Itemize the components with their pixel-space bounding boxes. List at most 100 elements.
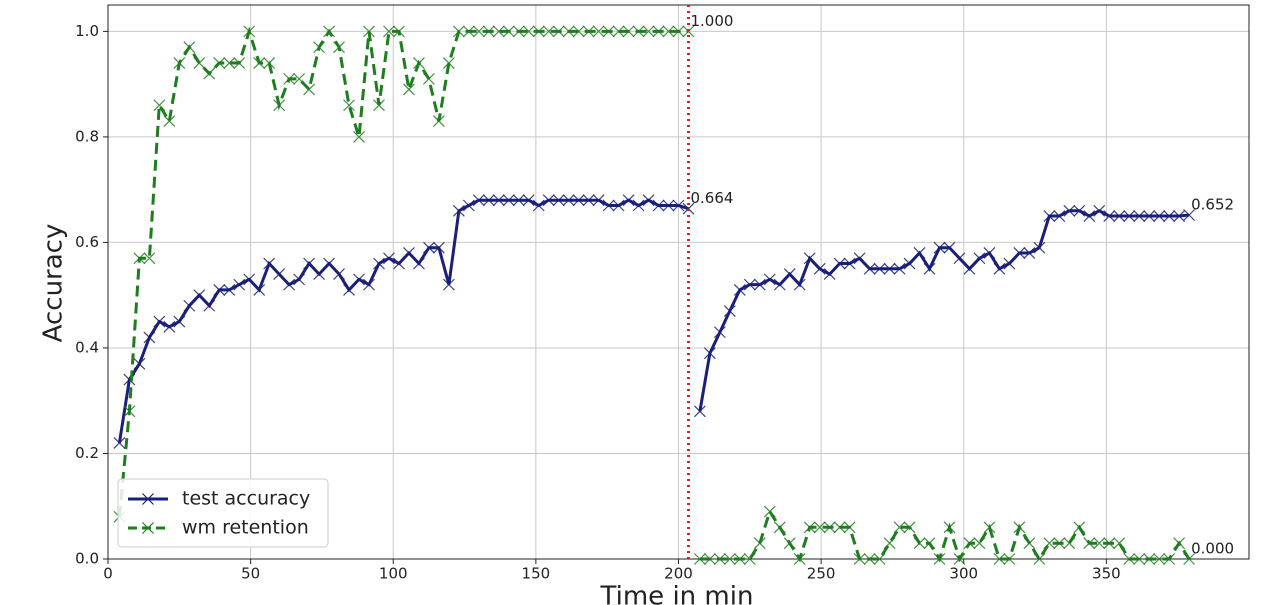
point-marker bbox=[642, 194, 655, 207]
point-marker bbox=[703, 553, 716, 565]
point-marker bbox=[642, 25, 655, 38]
point-marker bbox=[592, 25, 605, 38]
point-marker bbox=[1023, 247, 1036, 259]
point-marker bbox=[133, 252, 146, 265]
point-marker bbox=[223, 57, 236, 69]
point-marker bbox=[442, 278, 455, 291]
point-marker bbox=[833, 521, 846, 534]
point-marker bbox=[512, 25, 525, 38]
point-marker bbox=[502, 25, 515, 38]
point-marker bbox=[1073, 204, 1086, 217]
point-marker bbox=[582, 25, 595, 38]
point-marker bbox=[572, 25, 585, 38]
point-marker bbox=[813, 262, 826, 275]
point-marker bbox=[963, 537, 976, 550]
point-marker bbox=[1163, 210, 1176, 222]
point-marker bbox=[803, 521, 816, 534]
point-marker bbox=[803, 252, 816, 265]
point-marker bbox=[462, 25, 475, 38]
point-marker bbox=[873, 553, 886, 565]
point-marker bbox=[1183, 553, 1196, 565]
x-tick-label: 250 bbox=[807, 565, 836, 583]
point-marker bbox=[983, 521, 996, 534]
point-marker bbox=[532, 199, 545, 212]
point-marker bbox=[793, 278, 806, 291]
point-marker bbox=[143, 331, 156, 344]
point-marker bbox=[1053, 537, 1066, 550]
point-marker bbox=[1123, 553, 1136, 565]
point-marker bbox=[373, 99, 385, 112]
y-tick-label: 0.8 bbox=[75, 127, 99, 145]
point-marker bbox=[833, 257, 846, 270]
legend-label: wm retention bbox=[182, 517, 309, 539]
point-marker bbox=[743, 278, 756, 291]
point-marker bbox=[572, 194, 585, 207]
x-tick-label: 50 bbox=[241, 565, 260, 583]
point-marker bbox=[452, 204, 465, 217]
point-marker bbox=[353, 130, 365, 143]
point-marker bbox=[1143, 553, 1156, 565]
point-marker bbox=[532, 25, 545, 38]
point-marker bbox=[1173, 210, 1186, 222]
point-marker bbox=[963, 262, 976, 275]
point-marker bbox=[1043, 210, 1056, 222]
point-marker bbox=[903, 257, 916, 270]
point-marker bbox=[733, 283, 746, 296]
point-marker bbox=[213, 283, 226, 296]
legend-marker bbox=[142, 493, 154, 505]
point-marker bbox=[403, 83, 415, 96]
y-tick-label: 1.0 bbox=[75, 22, 99, 40]
point-marker bbox=[693, 553, 706, 565]
point-marker bbox=[903, 521, 916, 534]
y-axis-label: Accuracy bbox=[39, 224, 69, 343]
point-marker bbox=[612, 25, 625, 38]
point-marker bbox=[462, 199, 475, 212]
point-marker bbox=[113, 436, 126, 449]
point-marker bbox=[1103, 537, 1116, 550]
point-marker bbox=[363, 278, 375, 291]
point-marker bbox=[672, 25, 685, 38]
point-marker bbox=[243, 273, 256, 286]
point-marker bbox=[323, 25, 335, 38]
point-marker bbox=[1163, 553, 1176, 565]
point-marker bbox=[263, 57, 276, 69]
point-marker bbox=[1063, 204, 1076, 217]
point-marker bbox=[203, 299, 216, 312]
point-marker bbox=[1013, 521, 1026, 534]
point-marker bbox=[853, 252, 866, 265]
point-marker bbox=[1153, 553, 1166, 565]
point-marker bbox=[472, 25, 485, 38]
point-marker bbox=[713, 326, 726, 339]
point-marker bbox=[183, 41, 196, 54]
point-marker bbox=[173, 315, 186, 328]
point-marker bbox=[333, 268, 345, 281]
point-marker bbox=[973, 537, 986, 550]
point-marker bbox=[773, 521, 786, 534]
point-marker bbox=[943, 241, 956, 254]
point-marker bbox=[783, 537, 796, 550]
point-marker bbox=[853, 553, 866, 565]
point-marker bbox=[1113, 537, 1126, 550]
point-marker bbox=[682, 25, 695, 38]
legend-label: test accuracy bbox=[182, 488, 310, 510]
point-marker bbox=[703, 347, 716, 360]
point-marker bbox=[632, 199, 645, 212]
point-marker bbox=[863, 262, 876, 275]
point-marker bbox=[662, 25, 675, 38]
point-marker bbox=[373, 257, 385, 270]
point-marker bbox=[923, 262, 936, 275]
point-marker bbox=[1093, 537, 1106, 550]
point-marker bbox=[582, 194, 595, 207]
x-tick-label: 150 bbox=[522, 565, 551, 583]
point-marker bbox=[1033, 553, 1046, 565]
point-marker bbox=[243, 25, 256, 38]
point-marker bbox=[412, 257, 425, 270]
series-line bbox=[699, 507, 1191, 563]
point-marker bbox=[1073, 521, 1086, 534]
y-tick-label: 0.0 bbox=[75, 550, 99, 568]
point-marker bbox=[993, 553, 1006, 565]
point-marker bbox=[723, 305, 736, 317]
point-marker bbox=[403, 247, 415, 259]
point-marker bbox=[253, 283, 266, 296]
point-marker bbox=[393, 257, 405, 270]
